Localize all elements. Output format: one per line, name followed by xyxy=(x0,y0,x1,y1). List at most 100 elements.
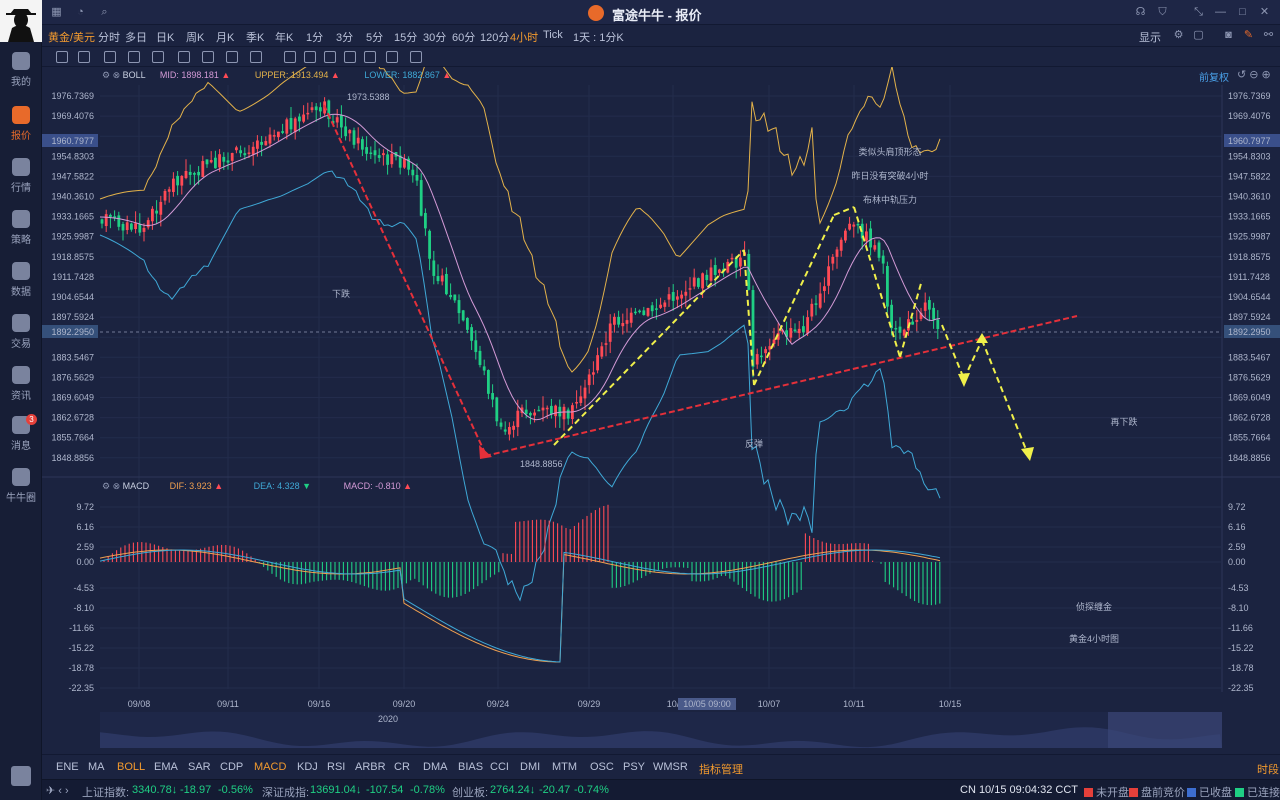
indicator-tab-6[interactable]: MACD xyxy=(254,761,287,773)
settings-icon[interactable]: ⚙ xyxy=(1173,29,1184,41)
status-nav-icons[interactable]: ✈ ‹ › xyxy=(46,785,69,797)
period-tab-5[interactable]: 季K xyxy=(246,32,265,44)
candle-body xyxy=(453,294,457,301)
sidebar-item-0[interactable]: 我的 xyxy=(0,46,42,92)
apps-grid-icon[interactable] xyxy=(11,766,31,786)
period-tab-7[interactable]: 1分 xyxy=(306,32,324,44)
draw-tool-icon[interactable] xyxy=(78,51,90,63)
sidebar-item-label: 交易 xyxy=(11,339,31,350)
draw-tool-icon[interactable] xyxy=(104,51,116,63)
indicator-tab-0[interactable]: ENE xyxy=(56,761,79,773)
session-toggle[interactable]: 时段 xyxy=(1257,764,1279,776)
macd-axis-right-label: 6.16 xyxy=(1228,522,1246,532)
sidebar-item-6[interactable]: 资讯 xyxy=(0,360,42,406)
sidebar-item-4[interactable]: 数据 xyxy=(0,256,42,302)
indicator-tab-10[interactable]: CR xyxy=(394,761,410,773)
period-tab-8[interactable]: 3分 xyxy=(336,32,354,44)
period-tab-2[interactable]: 日K xyxy=(156,32,175,44)
draw-tool-icon[interactable] xyxy=(152,51,164,63)
chart-area[interactable]: 1976.7369 1976.7369 1969.4076 1969.4076 1954… xyxy=(42,67,1280,752)
cy-index-name[interactable]: 创业板: xyxy=(452,787,489,799)
macd-settings-icon[interactable]: ⚙ ⊗ xyxy=(102,481,123,491)
period-tab-0[interactable]: 分时 xyxy=(98,32,120,44)
period-tab-4[interactable]: 月K xyxy=(216,32,235,44)
chart-annotation: 类似头肩顶形态 xyxy=(858,146,921,157)
indicator-tab-11[interactable]: DMA xyxy=(423,761,448,773)
period-tab-1[interactable]: 多日 xyxy=(125,32,147,44)
sidebar-item-5[interactable]: 交易 xyxy=(0,308,42,354)
minimize-icon[interactable]: — xyxy=(1215,6,1226,18)
draw-tool-icon[interactable] xyxy=(284,51,296,63)
boll-settings-icon[interactable]: ⚙ ⊗ xyxy=(102,70,123,80)
indicator-tab-8[interactable]: RSI xyxy=(327,761,346,773)
indicator-tab-2[interactable]: BOLL xyxy=(117,761,146,773)
sidebar-item-2[interactable]: 行情 xyxy=(0,152,42,198)
candle-body xyxy=(697,278,700,287)
symbol-selector[interactable]: 黄金/美元 xyxy=(48,32,96,44)
draw-tool-icon[interactable] xyxy=(364,51,376,63)
period-tab-15[interactable]: Tick xyxy=(543,29,563,41)
sidebar-item-1[interactable]: 报价 xyxy=(0,100,42,146)
draw-tool-icon[interactable] xyxy=(304,51,316,63)
indicator-tab-13[interactable]: CCI xyxy=(490,761,509,773)
draw-tool-icon[interactable] xyxy=(250,51,262,63)
sh-index-name[interactable]: 上证指数: xyxy=(82,787,130,799)
period-tab-16[interactable]: 1天 : 1分K xyxy=(573,32,624,44)
period-tab-9[interactable]: 5分 xyxy=(366,32,384,44)
draw-tool-icon[interactable] xyxy=(410,51,422,63)
avatar[interactable] xyxy=(0,0,42,42)
draw-tool-icon[interactable] xyxy=(386,51,398,63)
indicator-tab-4[interactable]: SAR xyxy=(188,761,211,773)
sidebar-item-8[interactable]: 牛牛圈 xyxy=(0,462,42,508)
pencil-icon[interactable]: ✎ xyxy=(1243,29,1254,41)
indicator-tab-5[interactable]: CDP xyxy=(220,761,244,773)
link-icon[interactable]: ⚯ xyxy=(1263,29,1274,41)
indicator-tab-12[interactable]: BIAS xyxy=(458,761,484,773)
indicator-tab-14[interactable]: DMI xyxy=(520,761,541,773)
indicator-tab-9[interactable]: ARBR xyxy=(355,761,386,773)
period-tab-6[interactable]: 年K xyxy=(275,32,294,44)
search-icon[interactable]: ⌕ xyxy=(101,6,108,18)
indicator-tab-18[interactable]: WMSR xyxy=(653,761,688,773)
sidebar-item-7[interactable]: 消息 3 xyxy=(0,410,42,456)
indicator-tab-7[interactable]: KDJ xyxy=(297,761,318,773)
chart-controls[interactable]: ↺ ⊖ ⊕ xyxy=(1237,69,1271,81)
sz-index-name[interactable]: 深证成指: xyxy=(262,787,310,799)
draw-tool-icon[interactable] xyxy=(324,51,336,63)
candle-body xyxy=(554,405,557,417)
headset-icon[interactable]: ☊ xyxy=(1135,6,1146,18)
window-icon[interactable]: ▢ xyxy=(1193,29,1204,41)
period-tab-12[interactable]: 60分 xyxy=(452,32,476,44)
indicator-tab-15[interactable]: MTM xyxy=(552,761,578,773)
adjust-toggle[interactable]: 前复权 xyxy=(1199,73,1229,84)
shirt-icon[interactable]: ⛉ xyxy=(1158,6,1167,18)
candle-body xyxy=(104,214,108,227)
draw-tool-icon[interactable] xyxy=(202,51,214,63)
draw-tool-icon[interactable] xyxy=(344,51,356,63)
period-tab-11[interactable]: 30分 xyxy=(423,32,447,44)
period-tab-10[interactable]: 15分 xyxy=(394,32,418,44)
layout-icon[interactable]: ▦ xyxy=(51,6,62,18)
indicator-tab-3[interactable]: EMA xyxy=(154,761,178,773)
camera-icon[interactable]: ◙ xyxy=(1225,29,1232,41)
kline-chart[interactable]: 1976.7369 1976.7369 1969.4076 1969.4076 1954… xyxy=(42,67,1280,752)
draw-tool-icon[interactable] xyxy=(128,51,140,63)
indicator-tab-16[interactable]: OSC xyxy=(590,761,614,773)
indicator-tab-17[interactable]: PSY xyxy=(623,761,646,773)
close-icon[interactable]: ✕ xyxy=(1259,6,1270,18)
indicator-tab-19[interactable]: 指标管理 xyxy=(699,764,743,776)
maximize-icon[interactable]: □ xyxy=(1239,6,1246,18)
bell-icon[interactable]: ◔ xyxy=(77,6,84,18)
draw-tool-icon[interactable] xyxy=(226,51,238,63)
indicator-tab-1[interactable]: MA xyxy=(88,761,105,773)
price-axis-right-label: 1897.5924 xyxy=(1228,312,1271,322)
period-tab-3[interactable]: 周K xyxy=(186,32,205,44)
candle-body xyxy=(873,245,877,250)
sidebar-item-3[interactable]: 策略 xyxy=(0,204,42,250)
draw-tool-icon[interactable] xyxy=(178,51,190,63)
period-tab-13[interactable]: 120分 xyxy=(480,32,510,44)
shrink-icon[interactable]: ⤡ xyxy=(1194,6,1203,18)
period-tab-14[interactable]: 4小时 xyxy=(510,32,539,44)
display-menu[interactable]: 显示 xyxy=(1139,32,1161,44)
draw-tool-icon[interactable] xyxy=(56,51,68,63)
